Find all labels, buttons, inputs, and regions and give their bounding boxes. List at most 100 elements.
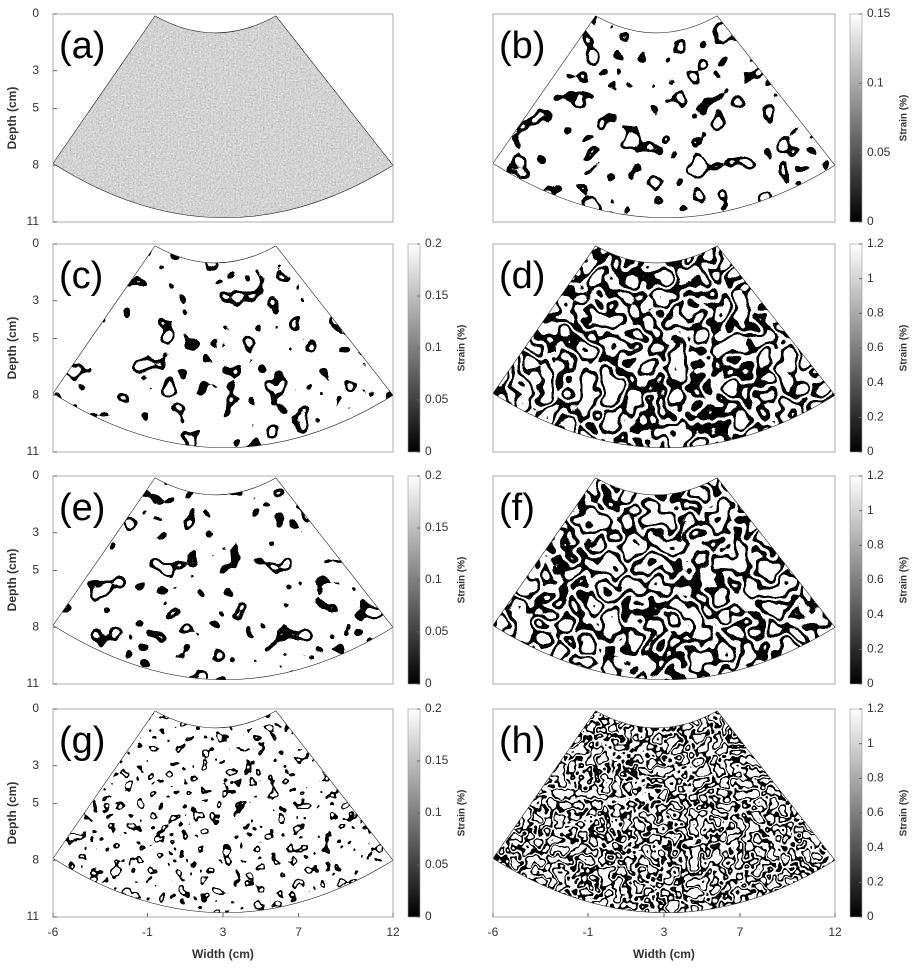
panel-label: (b) [499,25,545,67]
axes-frame [52,243,394,453]
colorbar-tick-label: 1 [867,271,874,285]
x-axis-label: Width (cm) [633,947,695,961]
colorbar-label: Strain (%) [457,557,468,604]
fan-outline [52,710,394,914]
colorbar-tick-label: 0.6 [867,572,884,586]
y-tick-label: 0 [32,6,39,20]
colorbar-tick-label: 0.6 [867,805,884,819]
y-axis-label: Depth (cm) [5,549,19,612]
y-tick-label: 11 [27,214,40,228]
colorbar-tick-label: 0.05 [425,857,449,871]
colorbar-tick-label: 0.2 [425,236,442,250]
panel: (h) -6 -1 3 7 12 Width (cm) 0 0.2 0.4 0.6 0.8 1 1.2 St… [488,701,910,961]
colorbar-tick-label: 0.8 [867,306,884,320]
y-tick-label: 11 [27,909,40,923]
y-tick-label: 5 [32,563,39,577]
colorbar-label: Strain (%) [899,325,910,372]
colorbar-tick-label: 0 [867,214,874,228]
colorbar-label: Strain (%) [899,790,910,837]
colorbar-tick-label: 0 [867,444,874,458]
colorbar-tick-label: 0.2 [867,410,884,424]
panel: (c) 0 3 5 8 11 Depth (cm) 0 0.05 0.1 0.15 0.2 Strain… [5,236,467,458]
x-tick-label: -6 [488,925,499,939]
colorbar-tick-label: 0.4 [867,840,884,854]
x-axis-label: Width (cm) [192,947,254,961]
y-tick-label: 8 [32,619,39,633]
fan-outline [492,15,836,219]
colorbar-tick-label: 1.2 [867,701,884,715]
panel: (f) 0 0.2 0.4 0.6 0.8 1 1.2 Strain (%) [492,468,910,690]
colorbar-tick-label: 0.1 [425,805,442,819]
colorbar-tick-label: 0.05 [867,145,891,159]
axes-frame [492,13,836,223]
panel-label: (d) [499,255,545,297]
y-tick-label: 3 [32,293,39,307]
axes-frame [52,13,394,223]
colorbar-label: Strain (%) [457,790,468,837]
colorbar-tick-label: 0.2 [425,701,442,715]
colorbar-tick-label: 0.1 [425,572,442,586]
x-tick-label: -1 [142,925,153,939]
colorbar-tick-label: 0 [425,909,432,923]
panel-label: (e) [59,487,105,529]
fan-outline [52,15,394,219]
colorbar-tick-label: 1 [867,503,874,517]
y-tick-label: 0 [32,236,39,250]
colorbar-tick-label: 0.6 [867,340,884,354]
panel-label: (a) [59,25,105,67]
y-tick-label: 5 [32,796,39,810]
colorbar-label: Strain (%) [899,95,910,142]
y-tick-label: 11 [27,444,40,458]
y-tick-label: 8 [32,387,39,401]
panel-label: (f) [499,487,535,529]
colorbar-tick-label: 0.15 [425,520,449,534]
colorbar-tick-label: 0.8 [867,771,884,785]
colorbar-tick-label: 0.4 [867,607,884,621]
fan-outline [52,245,394,449]
colorbar [849,13,863,223]
x-tick-label: 7 [737,925,744,939]
axes-frame [492,243,836,453]
colorbar-tick-label: 1.2 [867,236,884,250]
panel-label: (c) [59,255,103,297]
y-tick-label: 3 [32,63,39,77]
panel-label: (g) [59,720,105,762]
x-tick-label: 7 [295,925,302,939]
y-tick-label: 8 [32,852,39,866]
panel: (e) 0 3 5 8 11 Depth (cm) 0 0.05 0.1 0.15 0.2 Strain… [5,468,467,690]
y-tick-label: 3 [32,525,39,539]
colorbar-tick-label: 0 [425,444,432,458]
y-tick-label: 5 [32,101,39,115]
colorbar-tick-label: 0 [867,909,874,923]
axes-frame [52,475,394,685]
x-tick-label: 12 [828,925,842,939]
fan-outline [492,710,836,914]
colorbar-tick-label: 0 [425,676,432,690]
colorbar-tick-label: 0.2 [867,875,884,889]
panel: (a) 0 3 5 8 11 Depth (cm) [5,6,394,228]
x-tick-label: -6 [48,925,59,939]
y-tick-label: 5 [32,331,39,345]
y-tick-label: 0 [32,701,39,715]
y-tick-label: 8 [32,157,39,171]
x-tick-label: 3 [220,925,227,939]
colorbar-label: Strain (%) [899,557,910,604]
y-tick-label: 11 [27,676,40,690]
x-tick-label: -1 [583,925,594,939]
fan-outline [492,477,836,681]
panel: (g) 0 3 5 8 11 Depth (cm) -6 -1 3 7 12 Width (cm) 0 0.… [5,701,467,961]
colorbar-tick-label: 0.8 [867,538,884,552]
colorbar-tick-label: 0.1 [867,76,884,90]
fan-outline [492,245,836,449]
y-axis-label: Depth (cm) [5,87,19,150]
y-tick-label: 3 [32,758,39,772]
colorbar-tick-label: 0.05 [425,392,449,406]
colorbar-tick-label: 0.15 [425,288,449,302]
colorbar-tick-label: 0.1 [425,340,442,354]
panel-label: (h) [499,720,545,762]
x-tick-label: 12 [386,925,400,939]
colorbar-tick-label: 0.15 [425,753,449,767]
x-tick-label: 3 [661,925,668,939]
y-axis-label: Depth (cm) [5,782,19,845]
